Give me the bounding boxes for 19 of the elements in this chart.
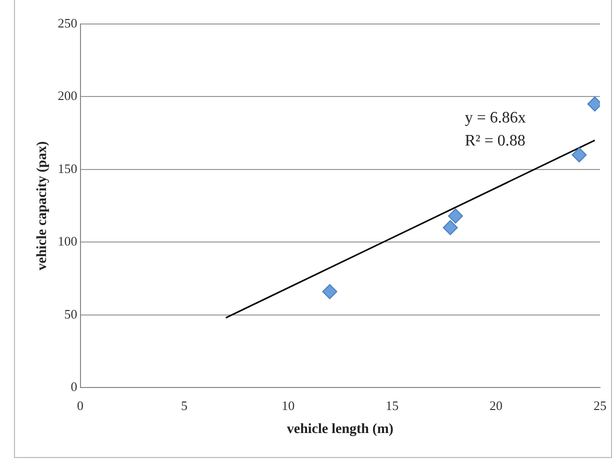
x-tick-label: 5	[180, 398, 188, 413]
x-tick-label: 25	[594, 398, 606, 413]
x-tick-label: 20	[490, 398, 503, 413]
point	[442, 220, 458, 236]
x-tick-label: 15	[386, 398, 399, 413]
x-tick-label: 10	[282, 398, 295, 413]
y-tick-label: 100	[58, 234, 78, 249]
y-tick-label: 50	[64, 306, 78, 322]
point	[572, 147, 587, 162]
y-tick-label: 200	[58, 88, 78, 104]
y-tick-label: 150	[58, 160, 78, 176]
point	[322, 284, 338, 300]
annotation: R² = 0.88	[464, 132, 526, 150]
point	[448, 208, 464, 224]
y-axis-title: vehicle capacity (pax)	[35, 140, 50, 270]
x-axis-title: vehicle length (m)	[286, 422, 394, 438]
annotation: y = 6.86x	[464, 110, 526, 127]
y-tick-label: 0	[70, 379, 78, 394]
y-tick-label: 250	[58, 15, 78, 30]
